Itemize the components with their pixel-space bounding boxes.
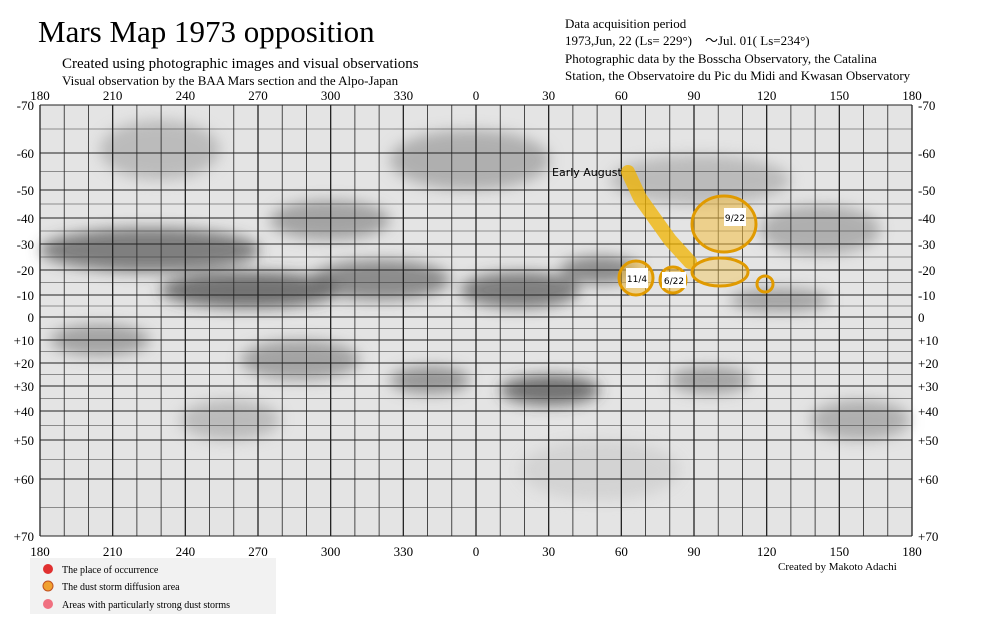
longitude-label: 60	[615, 544, 628, 559]
legend-label: Areas with particularly strong dust stor…	[62, 600, 230, 611]
longitude-label: 240	[176, 544, 196, 559]
latitude-label: +60	[918, 472, 938, 487]
latitude-label: -30	[17, 237, 34, 252]
longitude-label: 330	[394, 544, 414, 559]
latitude-label: -40	[918, 211, 935, 226]
info-line: Station, the Observatoire du Pic du Midi…	[565, 68, 911, 83]
longitude-label: 180	[902, 544, 922, 559]
latitude-label: -50	[918, 183, 935, 198]
latitude-label: +50	[14, 433, 34, 448]
latitude-label: 0	[918, 310, 925, 325]
longitude-label: 180	[30, 544, 50, 559]
dark-region	[760, 205, 880, 255]
info-line: Photographic data by the Bosscha Observa…	[565, 51, 877, 66]
latitude-label: -30	[918, 237, 935, 252]
legend-label: The place of occurrence	[62, 565, 159, 576]
longitude-label: 60	[615, 88, 628, 103]
dark-region	[500, 375, 600, 405]
latitude-label: +70	[14, 529, 34, 544]
longitude-label: 210	[103, 88, 123, 103]
latitude-label: +30	[918, 379, 938, 394]
latitude-label: 0	[28, 310, 35, 325]
dark-region	[100, 120, 220, 180]
dark-region	[40, 228, 260, 272]
longitude-label: 180	[902, 88, 922, 103]
longitude-label: 270	[248, 88, 268, 103]
dark-region	[520, 440, 680, 500]
legend-dot	[43, 599, 53, 609]
visual-note: Visual observation by the BAA Mars secti…	[62, 73, 399, 88]
latitude-label: +10	[918, 333, 938, 348]
longitude-label: 330	[394, 88, 414, 103]
legend-label: The dust storm diffusion area	[62, 582, 180, 593]
legend-dot	[42, 580, 54, 592]
dark-region	[390, 130, 550, 190]
longitude-label: 150	[830, 544, 850, 559]
latitude-label: +40	[918, 404, 938, 419]
annotation: 6/22	[664, 277, 684, 287]
dark-region	[240, 340, 360, 380]
credit: Created by Makoto Adachi	[778, 561, 897, 573]
info-heading: Data acquisition period	[565, 16, 687, 31]
longitude-label: 270	[248, 544, 268, 559]
longitude-label: 0	[473, 544, 480, 559]
latitude-label: +20	[918, 356, 938, 371]
latitude-label: +50	[918, 433, 938, 448]
dust-storm	[617, 165, 775, 297]
dark-region	[610, 155, 790, 205]
dark-region	[460, 272, 580, 308]
latitude-label: +40	[14, 404, 34, 419]
longitude-label: 300	[321, 544, 341, 559]
latitude-label: -70	[918, 98, 935, 113]
annotation: 9/22	[725, 214, 745, 224]
longitude-label: 180	[30, 88, 50, 103]
latitude-label: -70	[17, 98, 34, 113]
longitude-label: 210	[103, 544, 123, 559]
longitude-label: 240	[176, 88, 196, 103]
dark-region	[390, 366, 470, 394]
latitude-label: +20	[14, 356, 34, 371]
latitude-label: +60	[14, 472, 34, 487]
title: Mars Map 1973 opposition	[38, 14, 375, 49]
latitude-label: -60	[918, 146, 935, 161]
longitude-label: 30	[542, 544, 555, 559]
latitude-label: -10	[918, 288, 935, 303]
latitude-label: +30	[14, 379, 34, 394]
latitude-label: +10	[14, 333, 34, 348]
latitude-label: -10	[17, 288, 34, 303]
latitude-label: -60	[17, 146, 34, 161]
longitude-label: 30	[542, 88, 555, 103]
latitude-label: +70	[918, 529, 938, 544]
dark-region	[810, 400, 910, 440]
longitude-label: 90	[688, 88, 701, 103]
dark-region	[670, 366, 750, 394]
latitude-label: -20	[17, 263, 34, 278]
longitude-label: 120	[757, 88, 777, 103]
annotation: Early August	[552, 166, 622, 179]
dark-region	[160, 272, 340, 308]
dark-region	[180, 400, 280, 440]
longitude-label: 300	[321, 88, 341, 103]
longitude-label: 0	[473, 88, 480, 103]
legend-dot	[43, 564, 53, 574]
legend-box	[30, 558, 276, 614]
latitude-label: -50	[17, 183, 34, 198]
grid	[39, 104, 913, 537]
latitude-label: -40	[17, 211, 34, 226]
annotation: 11/4	[627, 275, 647, 285]
longitude-label: 90	[688, 544, 701, 559]
longitude-label: 150	[830, 88, 850, 103]
longitude-label: 120	[757, 544, 777, 559]
subtitle: Created using photographic images and vi…	[62, 56, 419, 72]
info-period: 1973,Jun, 22 (Ls= 229°) ～Jul. 01( Ls=234…	[565, 33, 810, 48]
dark-region	[270, 200, 390, 240]
latitude-label: -20	[918, 263, 935, 278]
